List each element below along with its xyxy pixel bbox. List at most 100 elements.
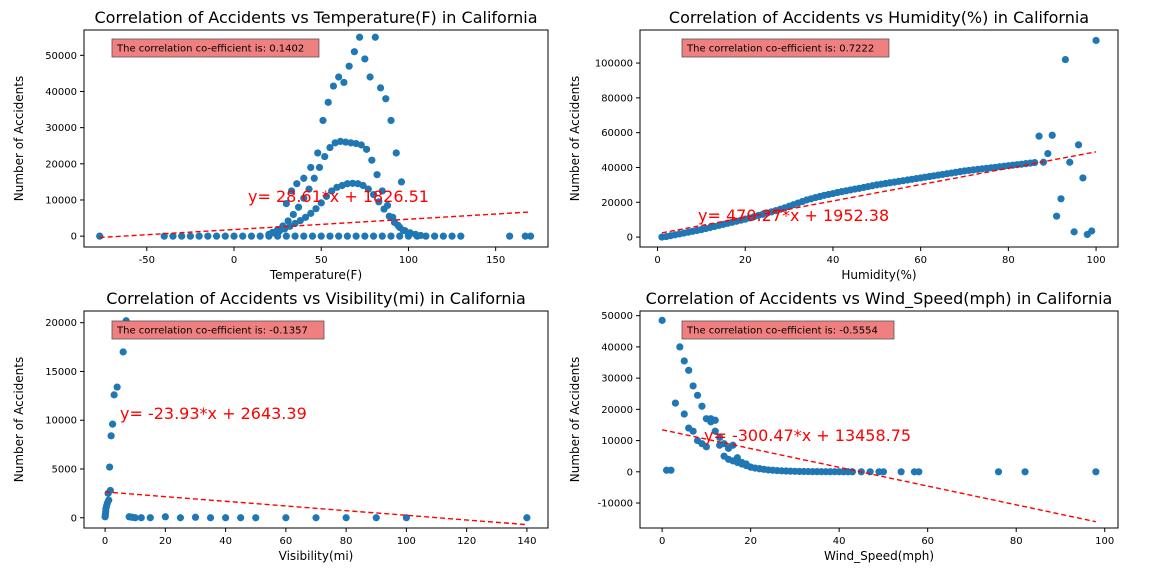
x-tick-label: 40 <box>827 255 840 266</box>
data-point <box>105 496 113 504</box>
data-point <box>359 181 367 190</box>
y-tick-label: 100000 <box>595 59 633 70</box>
chart-panel-1: Correlation of Accidents vs Temperature(… <box>12 8 549 282</box>
data-point <box>506 232 514 240</box>
data-point <box>221 232 229 240</box>
data-point <box>286 222 294 230</box>
data-point <box>247 232 256 240</box>
data-point <box>319 116 327 125</box>
data-point <box>335 73 343 81</box>
y-tick-label: 80000 <box>601 93 633 104</box>
data-point <box>383 201 392 210</box>
regression-equation: y= 470.27*x + 1952.38 <box>698 206 889 225</box>
data-point <box>176 514 185 522</box>
x-tick-label: 100 <box>1087 255 1106 266</box>
data-point <box>1074 141 1083 149</box>
data-point <box>361 232 369 240</box>
data-point <box>343 180 351 188</box>
x-tick-label: 100 <box>399 255 418 266</box>
chart-panel-4: Correlation of Accidents vs Wind_Speed(m… <box>568 289 1119 563</box>
regression-line <box>105 491 527 526</box>
data-point <box>1061 55 1069 64</box>
plot-area <box>658 36 1100 241</box>
data-point <box>317 232 325 240</box>
data-point <box>397 178 406 186</box>
data-point <box>186 232 195 240</box>
data-point <box>689 427 697 435</box>
data-point <box>716 433 724 442</box>
x-tick-label: 150 <box>486 255 505 266</box>
data-point <box>324 98 332 106</box>
y-tick-label: 20000 <box>45 159 77 170</box>
data-point <box>178 232 186 240</box>
data-point <box>685 366 693 374</box>
data-point <box>378 232 386 240</box>
data-point <box>711 416 719 424</box>
data-point <box>305 185 313 193</box>
data-point <box>693 391 702 399</box>
data-point <box>291 232 299 240</box>
data-point <box>361 55 369 63</box>
data-point <box>239 232 247 240</box>
data-point <box>376 84 385 92</box>
y-tick-label: 60000 <box>601 128 633 139</box>
data-point <box>387 232 395 240</box>
data-point <box>680 410 688 418</box>
data-point <box>526 232 535 240</box>
data-point <box>356 33 364 41</box>
data-point <box>676 343 684 351</box>
data-point <box>1088 227 1096 235</box>
data-point <box>667 466 675 474</box>
y-tick-label: 10000 <box>601 436 633 447</box>
y-tick-label: 20000 <box>601 405 633 416</box>
data-point <box>131 514 139 522</box>
correlation-text: The correlation co-efficient is: 0.1402 <box>116 44 304 55</box>
data-point <box>733 454 741 462</box>
y-tick-label: 0 <box>71 232 77 243</box>
plot-frame <box>639 29 1119 248</box>
y-tick-label: 20000 <box>45 318 77 329</box>
x-tick-label: 20 <box>739 255 752 266</box>
data-point <box>106 463 114 471</box>
y-tick-label: 10000 <box>45 195 77 206</box>
x-tick-label: 100 <box>1095 536 1114 547</box>
x-tick-label: 20 <box>159 536 172 547</box>
data-point <box>702 443 710 451</box>
y-tick-label: 0 <box>627 233 633 244</box>
data-point <box>287 187 296 195</box>
x-tick-label: 0 <box>659 536 665 547</box>
data-point <box>345 62 353 70</box>
data-point <box>312 514 320 522</box>
data-point <box>349 179 357 187</box>
x-tick-label: 80 <box>340 536 353 547</box>
data-point <box>317 199 325 207</box>
data-point <box>237 514 245 522</box>
data-point <box>296 216 304 225</box>
data-point <box>357 141 365 149</box>
x-tick-label: 0 <box>654 255 660 266</box>
data-point <box>110 391 118 399</box>
y-tick-label: 15000 <box>45 367 77 378</box>
data-point <box>308 232 317 240</box>
data-point <box>326 232 334 240</box>
data-point <box>399 226 407 234</box>
data-point <box>1057 195 1065 203</box>
data-point <box>146 514 154 522</box>
data-point <box>113 383 121 391</box>
data-point <box>1092 468 1100 476</box>
data-point <box>340 78 348 87</box>
data-point <box>392 149 400 157</box>
data-point <box>312 205 320 213</box>
data-point <box>364 185 372 193</box>
data-point <box>848 468 857 476</box>
data-point <box>294 203 303 211</box>
data-point <box>282 514 290 522</box>
x-tick-label: 140 <box>517 536 536 547</box>
correlation-box <box>681 320 895 340</box>
x-tick-label: 40 <box>833 536 846 547</box>
data-point <box>368 156 376 164</box>
y-tick-label: 40000 <box>45 87 77 98</box>
y-tick-label: -10000 <box>598 499 633 510</box>
data-point <box>1035 132 1043 140</box>
data-point <box>431 232 439 240</box>
